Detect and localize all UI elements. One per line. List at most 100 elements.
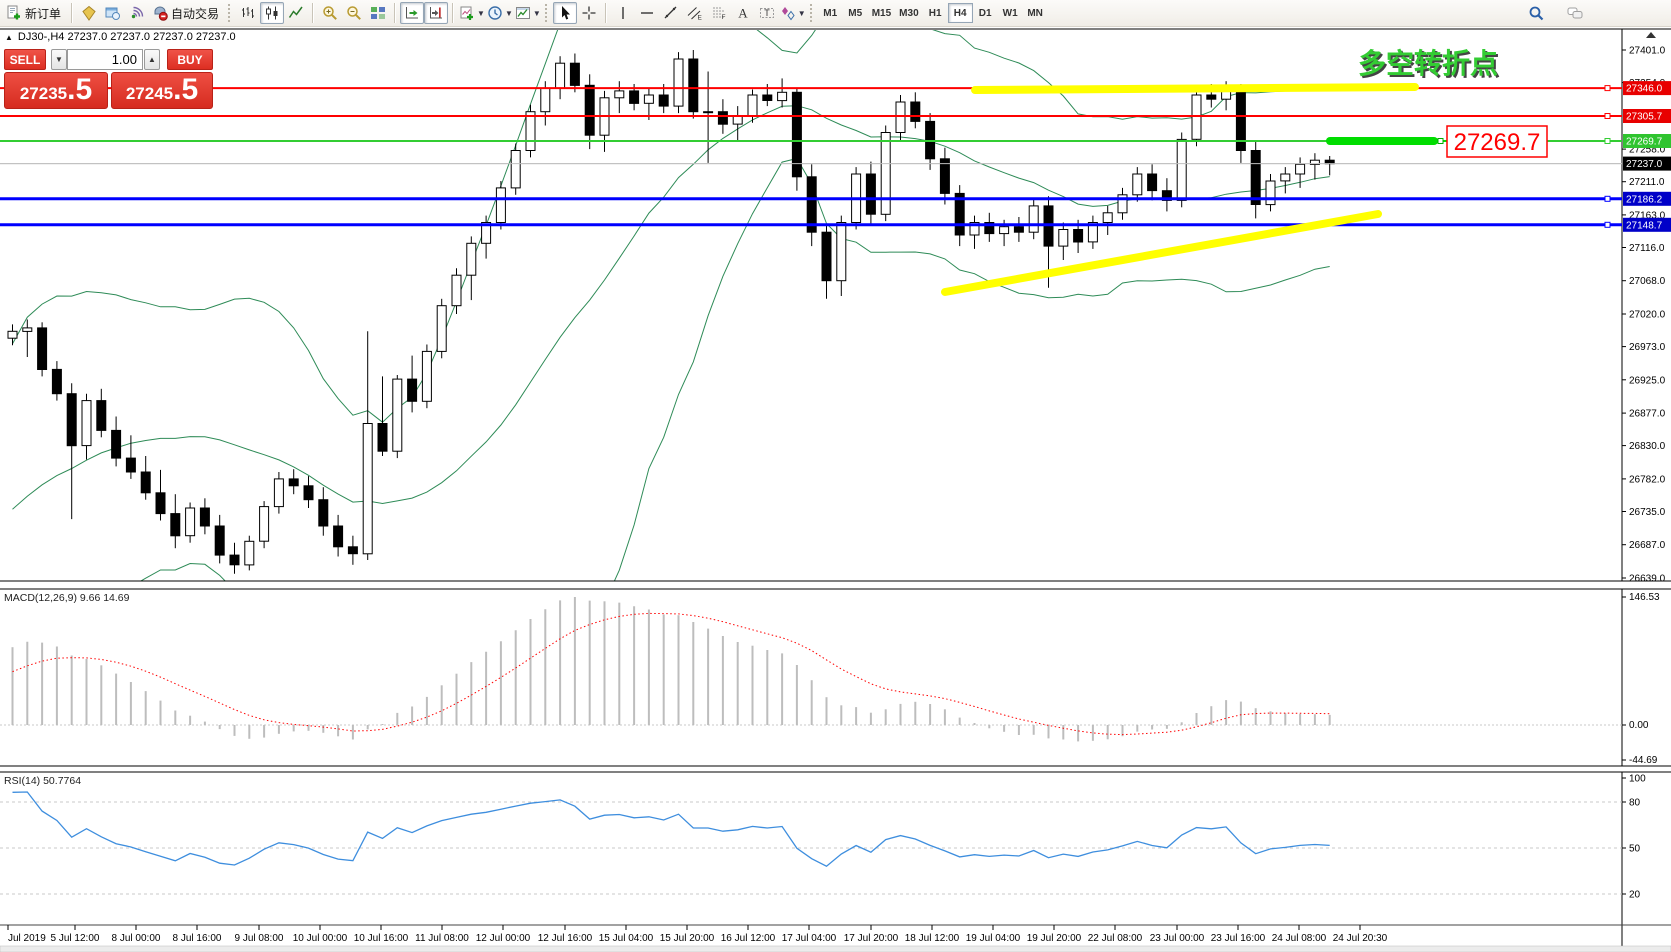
text-label-button[interactable]: T [755, 2, 779, 24]
bollinger-bands [12, 30, 1330, 581]
auto-scroll-button[interactable] [400, 2, 425, 24]
chevron-down-icon: ▼ [504, 8, 513, 18]
macd-pane[interactable] [0, 597, 1622, 742]
line-chart-button[interactable] [284, 2, 308, 24]
templates-button[interactable]: ▼ [514, 2, 542, 24]
volume-decrease-button[interactable]: ▼ [51, 49, 67, 70]
crosshair-button[interactable] [577, 2, 601, 24]
svg-text:26735.0: 26735.0 [1629, 507, 1666, 518]
search-button[interactable] [1524, 2, 1548, 24]
auto-trading-button[interactable]: 自动交易 [149, 2, 225, 24]
templates-icon [515, 7, 530, 19]
periods-button[interactable]: ▼ [486, 2, 514, 24]
svg-text:18 Jul 12:00: 18 Jul 12:00 [905, 933, 960, 944]
fibonacci-button[interactable]: F [707, 2, 731, 24]
equidistant-channel-button[interactable]: E [683, 2, 707, 24]
tf-button-H4[interactable]: H4 [947, 3, 973, 23]
svg-text:多空转折点: 多空转折点 [1360, 49, 1500, 81]
buy-price-button[interactable]: 27245 .5 [111, 72, 213, 109]
price-badge: 27148.7 [1623, 217, 1671, 232]
toolbar-right-icons [1524, 2, 1587, 24]
signals-icon [131, 6, 144, 19]
buy-price-main: 27245 [125, 84, 174, 103]
indicators-button[interactable]: ▼ [458, 2, 486, 24]
zoom-in-button[interactable] [318, 2, 342, 24]
cursor-button[interactable] [552, 2, 577, 24]
tf-button-H1[interactable]: H1 [928, 7, 942, 19]
volume-input[interactable] [67, 49, 143, 70]
price-badge: 27186.2 [1623, 191, 1671, 206]
tf-button-M5[interactable]: M5 [848, 7, 863, 19]
svg-text:15 Jul 04:00: 15 Jul 04:00 [599, 933, 654, 944]
svg-text:A: A [738, 6, 748, 21]
svg-text:27269.7: 27269.7 [1454, 129, 1541, 156]
rsi-pane[interactable] [0, 791, 1622, 895]
data-window-button[interactable] [101, 2, 125, 24]
chart-shift-button[interactable] [424, 2, 449, 24]
vertical-line-button[interactable] [611, 2, 635, 24]
upper-yellow-trendline[interactable] [971, 83, 1419, 94]
chat-icon [1567, 7, 1583, 19]
price-callout[interactable]: 27269.7 [1446, 125, 1548, 158]
tf-button-D1[interactable]: D1 [978, 7, 992, 19]
horizontal-line-button[interactable] [635, 2, 659, 24]
tile-windows-button[interactable] [366, 2, 390, 24]
svg-text:15 Jul 20:00: 15 Jul 20:00 [660, 933, 715, 944]
svg-text:27186.2: 27186.2 [1626, 194, 1663, 205]
svg-text:26639.0: 26639.0 [1629, 574, 1666, 585]
scroll-up-arrow[interactable] [1646, 32, 1656, 38]
tf-button-MN[interactable]: MN [1027, 7, 1043, 19]
lower-yellow-trendline[interactable] [941, 210, 1382, 296]
candles-layer [7, 50, 1335, 574]
auto-trading-button-label: 自动交易 [171, 6, 220, 21]
arrows-button[interactable]: ▼ [779, 2, 807, 24]
rsi-axis: 100 80 50 20 [1622, 774, 1646, 901]
toolbar-separator [394, 3, 397, 23]
text-button[interactable]: A [731, 2, 755, 24]
profiles-button[interactable] [77, 2, 101, 24]
sell-price-button[interactable]: 27235 .5 [4, 72, 108, 109]
candlestick-chart-icon [266, 6, 278, 20]
svg-text:9 Jul 08:00: 9 Jul 08:00 [235, 933, 284, 944]
svg-text:17 Jul 04:00: 17 Jul 04:00 [782, 933, 837, 944]
sell-button[interactable]: SELL [4, 49, 46, 70]
resistance-line-27305[interactable] [0, 113, 1622, 119]
bar-chart-icon [242, 7, 255, 18]
trendline-button[interactable] [659, 2, 683, 24]
toolbar-separator [604, 3, 607, 23]
tf-button-M15[interactable]: M15 [871, 7, 892, 19]
toolbar-separator [312, 3, 315, 23]
support-line-27148[interactable] [0, 221, 1622, 228]
tf-button-M1[interactable]: M1 [823, 7, 838, 19]
svg-text:20: 20 [1629, 890, 1641, 901]
svg-text:27116.0: 27116.0 [1629, 243, 1665, 254]
svg-text:26973.0: 26973.0 [1629, 342, 1666, 353]
search-icon [1529, 6, 1544, 21]
new-order-icon [7, 5, 20, 20]
horizontal-line-icon [640, 12, 653, 14]
chat-button[interactable] [1563, 2, 1587, 24]
bar-chart-button[interactable] [236, 2, 260, 24]
arrows-icon [781, 7, 795, 21]
tf-button-M30[interactable]: M30 [899, 7, 919, 19]
panel-collapse-icon[interactable]: ▲ [5, 32, 13, 42]
svg-text:146.53: 146.53 [1629, 592, 1660, 603]
data-window-icon [105, 7, 121, 20]
buy-button[interactable]: BUY [167, 49, 213, 70]
zoom-out-button[interactable] [342, 2, 366, 24]
signals-button[interactable] [125, 2, 149, 24]
auto-trading-icon [154, 6, 168, 21]
price-axis[interactable]: 27401.027354.027258.027211.027163.027116… [1622, 46, 1666, 585]
volume-increase-button[interactable]: ▲ [144, 49, 160, 70]
tf-button-W1[interactable]: W1 [1002, 7, 1018, 19]
time-axis[interactable]: Jul 2019 5 Jul 12:00 8 Jul 00:00 8 Jul 16:0… [7, 925, 1388, 944]
support-line-27186[interactable] [0, 195, 1622, 202]
svg-text:12 Jul 16:00: 12 Jul 16:00 [538, 933, 593, 944]
svg-text:24 Jul 08:00: 24 Jul 08:00 [1272, 933, 1327, 944]
svg-text:0.00: 0.00 [1629, 720, 1649, 731]
svg-text:22 Jul 08:00: 22 Jul 08:00 [1088, 933, 1143, 944]
new-order-button[interactable]: 新订单 [3, 2, 67, 24]
candlestick-chart-button[interactable] [260, 2, 285, 24]
